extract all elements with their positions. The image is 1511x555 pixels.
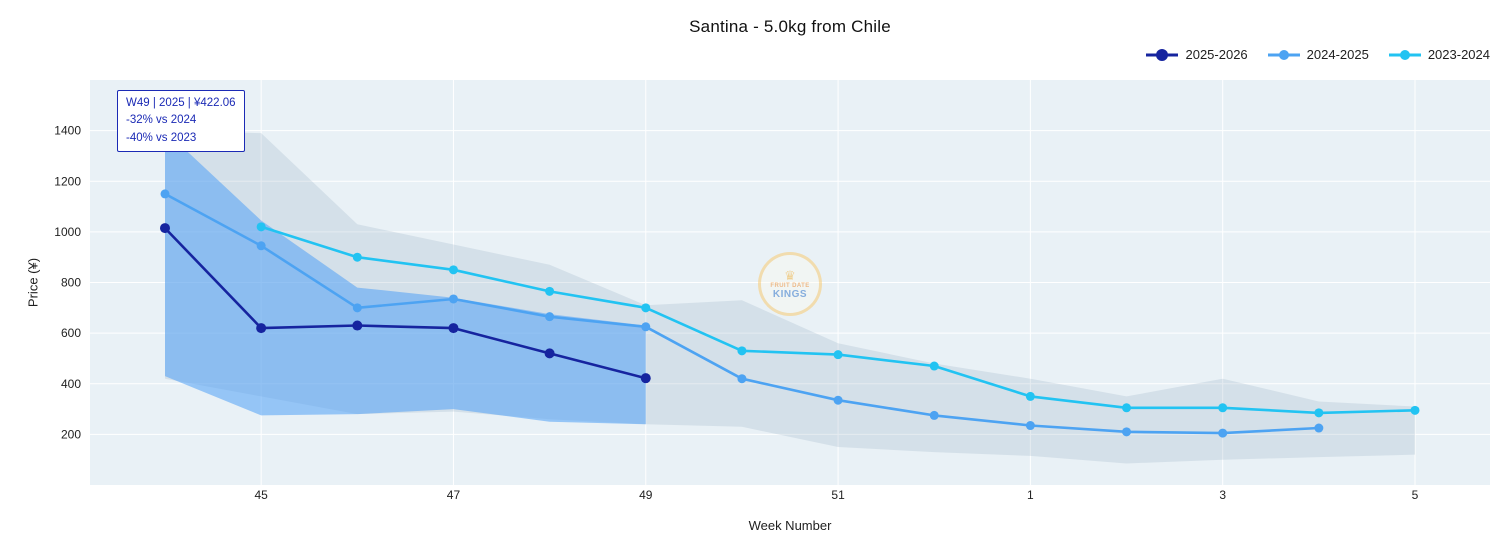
x-tick-label: 45 [254, 488, 268, 502]
series-marker-2023-2024[interactable] [352, 252, 362, 262]
series-marker-2024-2025[interactable] [833, 395, 843, 405]
legend-label: 2024-2025 [1306, 47, 1369, 62]
legend-label: 2023-2024 [1427, 47, 1490, 62]
y-tick-label: 600 [61, 326, 81, 340]
series-marker-2023-2024[interactable] [833, 350, 843, 360]
series-marker-2025-2026[interactable] [256, 323, 267, 334]
legend-marker-2024-2025 [1267, 49, 1300, 60]
series-marker-2023-2024[interactable] [641, 303, 651, 313]
y-axis-label: Price (¥) [25, 257, 41, 308]
band-2024-2025-range [165, 130, 646, 425]
series-marker-2025-2026[interactable] [160, 223, 170, 234]
x-tick-label: 3 [1219, 488, 1226, 502]
series-marker-2025-2026[interactable] [544, 348, 555, 359]
series-marker-2023-2024[interactable] [1314, 408, 1324, 418]
legend-item-2024-2025[interactable]: 2024-2025 [1266, 47, 1369, 62]
legend-dot [1278, 49, 1289, 60]
series-marker-2023-2024[interactable] [929, 361, 939, 371]
legend-dot [1399, 49, 1410, 60]
x-tick-label: 51 [831, 488, 845, 502]
y-tick-label: 200 [61, 427, 81, 441]
y-tick-label: 1200 [54, 174, 81, 188]
series-marker-2024-2025[interactable] [448, 294, 458, 304]
x-tick-label: 1 [1027, 488, 1034, 502]
series-marker-2023-2024[interactable] [1025, 391, 1035, 401]
series-marker-2025-2026[interactable] [640, 373, 651, 384]
series-marker-2023-2024[interactable] [545, 286, 555, 296]
legend-marker-2025-2026 [1146, 48, 1179, 61]
y-tick-label: 400 [61, 377, 81, 391]
series-marker-2024-2025[interactable] [352, 303, 362, 313]
x-axis-label: Week Number [748, 518, 832, 533]
series-marker-2024-2025[interactable] [256, 241, 266, 251]
y-tick-label: 1000 [54, 225, 81, 239]
legend: 2025-2026 2024-2025 2023-2024 [1144, 47, 1490, 62]
series-marker-2024-2025[interactable] [641, 322, 651, 332]
series-line-2025-2026[interactable] [164, 227, 647, 380]
series-marker-2024-2025[interactable] [1025, 421, 1035, 431]
chart-title: Santina - 5.0kg from Chile [689, 17, 891, 36]
y-tick-label: 800 [61, 276, 81, 290]
series-marker-2023-2024[interactable] [1410, 405, 1420, 415]
series-marker-2023-2024[interactable] [256, 222, 266, 232]
annotation-line-3: -40% vs 2023 [126, 131, 197, 144]
y-tick-label: 1400 [54, 124, 81, 138]
x-tick-label: 5 [1412, 488, 1419, 502]
series-marker-2023-2024[interactable] [448, 265, 458, 275]
legend-item-2025-2026[interactable]: 2025-2026 [1144, 47, 1248, 62]
series-marker-2024-2025[interactable] [545, 312, 555, 322]
annotation-box: W49 | 2025 | ¥422.06 -32% vs 2024 -40% v… [117, 90, 245, 152]
annotation-line-1: W49 | 2025 | ¥422.06 [126, 97, 236, 109]
series-marker-2024-2025[interactable] [737, 374, 747, 384]
series-marker-2024-2025[interactable] [929, 410, 939, 420]
series-marker-2023-2024[interactable] [1218, 403, 1228, 413]
legend-marker-2023-2024 [1388, 49, 1421, 60]
legend-item-2023-2024[interactable]: 2023-2024 [1387, 47, 1490, 62]
series-marker-2023-2024[interactable] [1122, 403, 1132, 413]
series-marker-2024-2025[interactable] [1218, 428, 1228, 438]
series-marker-2024-2025[interactable] [1122, 427, 1132, 437]
legend-label: 2025-2026 [1185, 47, 1248, 62]
series-marker-2024-2025[interactable] [160, 189, 170, 199]
x-tick-label: 49 [639, 488, 653, 502]
annotation-line-2: -32% vs 2024 [126, 114, 197, 127]
series-marker-2025-2026[interactable] [352, 320, 363, 331]
series-marker-2025-2026[interactable] [448, 323, 459, 334]
x-tick-label: 47 [447, 488, 461, 502]
series-marker-2023-2024[interactable] [737, 346, 747, 356]
legend-dot [1156, 48, 1169, 61]
series-marker-2024-2025[interactable] [1314, 423, 1324, 433]
